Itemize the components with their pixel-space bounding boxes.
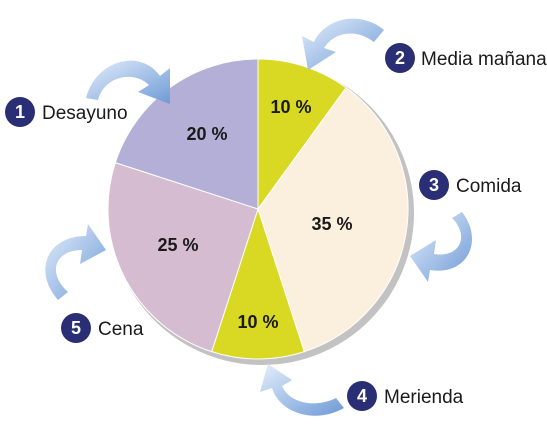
slice-label-merienda: Merienda — [384, 387, 464, 408]
number-badge — [5, 97, 35, 127]
slice-label-desayuno: Desayuno — [42, 103, 128, 124]
badge-number: 5 — [71, 318, 81, 338]
slice-label-media-manana: Media mañana — [421, 49, 547, 70]
callout-comida: 3 Comida — [419, 170, 522, 200]
pie-slice-merienda — [211, 207, 305, 360]
slice-value-label-merienda: 10 % — [237, 312, 278, 332]
callout-merienda: 4 Merienda — [347, 381, 464, 411]
badge-number: 3 — [429, 175, 439, 195]
slice-value-label-comida: 35 % — [311, 214, 352, 234]
pie-slice-comida — [257, 86, 409, 353]
badge-number: 1 — [15, 102, 25, 122]
slice-value-label-media-manana: 10 % — [270, 97, 311, 117]
slice-label-cena: Cena — [98, 319, 144, 340]
pie-slices — [107, 58, 409, 360]
number-badge — [347, 381, 377, 411]
slice-label-comida: Comida — [456, 176, 522, 197]
curved-arrow-icon — [45, 18, 472, 416]
callout-cena: 5 Cena — [61, 313, 144, 343]
badge-number: 4 — [357, 386, 367, 406]
slice-value-label-cena: 25 % — [157, 235, 198, 255]
slice-value-label-desayuno: 20 % — [186, 124, 227, 144]
callout-media-manana: 2 Media mañana — [385, 43, 547, 73]
number-badge — [385, 43, 415, 73]
badge-number: 2 — [395, 48, 405, 68]
number-badge — [419, 170, 449, 200]
pie-slice-media-manana — [257, 58, 347, 211]
callout-desayuno: 1 Desayuno — [5, 97, 128, 127]
pie-slice-cena — [107, 162, 259, 353]
number-badge — [61, 313, 91, 343]
